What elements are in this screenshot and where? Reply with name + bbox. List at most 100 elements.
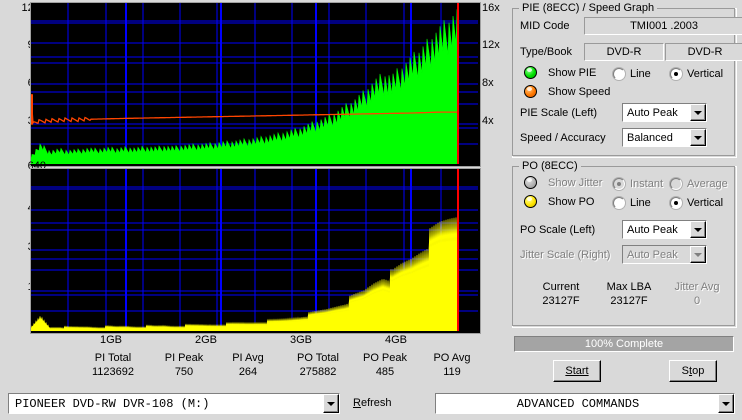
show-jitter-label: Show Jitter xyxy=(548,176,603,189)
pie-line-label: Line xyxy=(630,68,651,80)
jitter-instant-label: Instant xyxy=(630,178,664,190)
chevron-down-icon-jitter-scale xyxy=(690,246,706,263)
stat-value-po-peak: 485 xyxy=(375,366,395,378)
x-tick-4gb: 4GB xyxy=(384,334,407,346)
start-button[interactable]: Start xyxy=(553,360,601,382)
command-select-value: ADVANCED COMMANDS xyxy=(516,396,640,411)
stat-label-pi-avg: PI Avg xyxy=(232,352,264,364)
chevron-down-icon-2[interactable] xyxy=(718,394,734,413)
jitter-avg-value: 0 xyxy=(693,295,701,307)
disc-type-value: DVD-R xyxy=(606,46,642,58)
stat-label-pi-peak: PI Peak xyxy=(164,352,204,364)
pie-vertical-label: Vertical xyxy=(687,68,724,80)
mid-code-label: MID Code xyxy=(520,20,570,32)
disc-type-field: DVD-R xyxy=(584,43,664,61)
po-scale-select[interactable]: Auto Peak xyxy=(622,220,707,239)
stat-label-po-peak: PO Peak xyxy=(362,352,408,364)
stat-value-pi-avg: 264 xyxy=(238,366,258,378)
max-lba-label: Max LBA xyxy=(606,281,652,293)
po-vertical-label: Vertical xyxy=(687,197,724,209)
show-po-label: Show PO xyxy=(548,195,595,208)
drive-select-value: PIONEER DVD-RW DVR-108 (M:) xyxy=(15,396,210,411)
jitter-average-label: Average xyxy=(687,178,728,190)
jitter-instant-radio: Instant xyxy=(613,178,663,190)
stat-label-pi-total: PI Total xyxy=(94,352,132,364)
po-settings-group: PO (8ECC) Show Jitter Instant Average Sh… xyxy=(512,160,737,328)
pie-scale-select[interactable]: Auto Peak xyxy=(622,103,707,122)
pie-group-title: PIE (8ECC) / Speed Graph xyxy=(519,2,658,14)
show-pie-label: Show PIE xyxy=(548,66,597,79)
speed-accuracy-label: Speed / Accuracy xyxy=(520,132,606,144)
x-tick-2gb: 2GB xyxy=(194,334,217,346)
speed-led-icon[interactable] xyxy=(524,85,537,98)
chevron-down-icon-po-scale[interactable] xyxy=(690,221,706,238)
current-label: Current xyxy=(542,281,580,293)
refresh-accel: R xyxy=(353,397,361,409)
chevron-down-icon[interactable] xyxy=(323,394,339,413)
stat-label-po-avg: PO Avg xyxy=(433,352,471,364)
stat-value-pi-peak: 750 xyxy=(174,366,194,378)
x-tick-1gb: 1GB xyxy=(99,334,122,346)
po-scale-label: PO Scale (Left) xyxy=(520,224,596,236)
refresh-label[interactable]: Refresh xyxy=(353,397,392,409)
po-style-vertical-radio[interactable]: Vertical xyxy=(670,197,723,209)
pie-scale-label: PIE Scale (Left) xyxy=(520,107,598,119)
stop-button[interactable]: Stop xyxy=(669,360,717,382)
progress-text: 100% Complete xyxy=(584,338,664,350)
speed-accuracy-select[interactable]: Balanced xyxy=(622,128,707,147)
pie-style-vertical-radio[interactable]: Vertical xyxy=(670,68,723,80)
jitter-scale-value: Auto Peak xyxy=(627,248,678,261)
po-style-line-radio[interactable]: Line xyxy=(613,197,651,209)
pie-style-line-radio[interactable]: Line xyxy=(613,68,651,80)
speed-ytick-4x: 4x xyxy=(482,115,494,127)
show-speed-label: Show Speed xyxy=(548,85,611,98)
stat-value-po-total: 275882 xyxy=(299,366,337,378)
pie-settings-group: PIE (8ECC) / Speed Graph MID Code TMI001… xyxy=(512,2,742,158)
show-jitter-toggle: Show Jitter xyxy=(524,176,602,189)
book-type-field: DVD-R xyxy=(665,43,742,61)
speed-ytick-16x: 16x xyxy=(482,2,500,14)
stat-value-po-avg: 119 xyxy=(443,366,461,378)
speed-accuracy-value: Balanced xyxy=(627,131,673,144)
radio-instant-icon xyxy=(613,178,625,190)
type-book-label: Type/Book xyxy=(520,46,572,58)
po-scale-value: Auto Peak xyxy=(627,223,678,236)
radio-po-vertical-icon[interactable] xyxy=(670,197,682,209)
max-lba-value: 23127F xyxy=(610,295,648,307)
po-group-title: PO (8ECC) xyxy=(519,160,581,172)
speed-ytick-8x: 8x xyxy=(482,77,494,89)
chevron-down-icon-pie-scale[interactable] xyxy=(690,104,706,121)
drive-select[interactable]: PIONEER DVD-RW DVR-108 (M:) xyxy=(8,393,340,414)
chevron-down-icon-speed-accuracy[interactable] xyxy=(690,129,706,146)
radio-po-line-icon[interactable] xyxy=(613,197,625,209)
show-pie-toggle[interactable]: Show PIE xyxy=(524,66,596,79)
po-chart-canvas xyxy=(31,169,478,332)
mid-code-value: TMI001 .2003 xyxy=(630,20,698,32)
pie-led-icon[interactable] xyxy=(524,66,537,79)
radio-vertical-icon[interactable] xyxy=(670,68,682,80)
jitter-scale-select: Auto Peak xyxy=(622,245,707,264)
jitter-avg-label: Jitter Avg xyxy=(674,281,720,293)
pie-speed-chart[interactable] xyxy=(30,2,481,167)
x-tick-3gb: 3GB xyxy=(289,334,312,346)
mid-code-field: TMI001 .2003 xyxy=(584,17,742,35)
radio-line-icon[interactable] xyxy=(613,68,625,80)
stat-label-po-total: PO Total xyxy=(297,352,339,364)
po-line-label: Line xyxy=(630,197,651,209)
refresh-label-text: efresh xyxy=(360,397,392,409)
start-button-label: Start xyxy=(565,365,589,377)
show-po-toggle[interactable]: Show PO xyxy=(524,195,594,208)
pie-scale-value: Auto Peak xyxy=(627,106,678,119)
jitter-led-icon xyxy=(524,176,537,189)
radio-average-icon xyxy=(670,178,682,190)
po-led-icon[interactable] xyxy=(524,195,537,208)
pie-speed-chart-canvas xyxy=(31,3,478,165)
jitter-average-radio: Average xyxy=(670,178,728,190)
stop-button-label: Stop xyxy=(681,365,705,377)
book-type-value: DVD-R xyxy=(687,46,723,58)
show-speed-toggle[interactable]: Show Speed xyxy=(524,85,610,98)
speed-ytick-12x: 12x xyxy=(482,39,500,51)
command-select[interactable]: ADVANCED COMMANDS xyxy=(435,393,735,414)
current-value: 23127F xyxy=(542,295,580,307)
po-chart[interactable] xyxy=(30,168,481,334)
